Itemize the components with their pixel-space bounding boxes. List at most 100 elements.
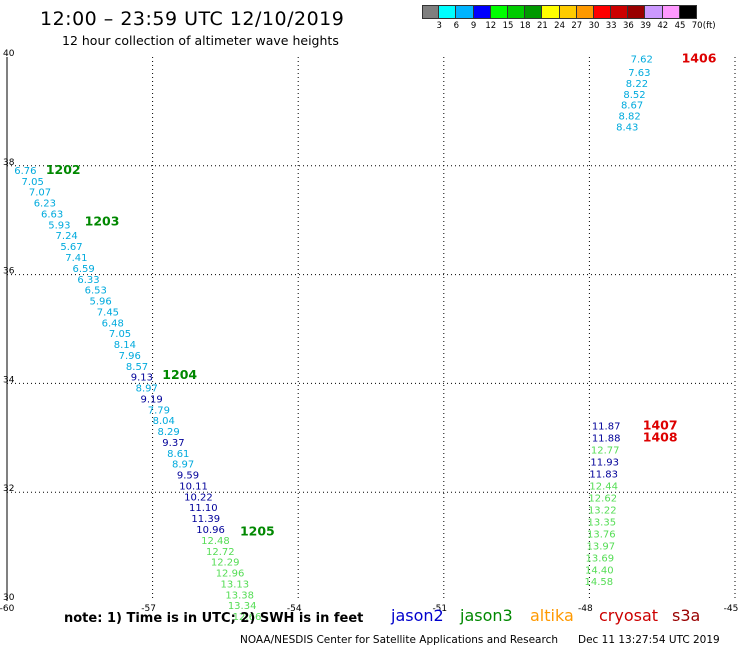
scale-swatch [628,5,646,19]
legend-s3a: s3a [672,606,701,625]
scale-swatch [662,5,680,19]
track-time-label: 1205 [240,524,275,539]
wave-height-value: 8.04 [153,416,175,427]
wave-height-value: 7.05 [22,177,44,188]
scale-label: 70 [691,21,703,31]
scale-label: 33 [605,21,617,31]
scale-swatch [559,5,577,19]
wave-height-value: 9.59 [177,471,199,482]
lat-tick-label: 40 [3,49,15,59]
wave-height-value: 5.93 [48,220,70,231]
wave-height-value: 11.87 [592,422,621,433]
lon-tick-label: -54 [287,604,302,614]
wave-height-value: 9.19 [140,394,162,405]
lat-tick-label: 36 [3,267,15,277]
wave-height-value: 12.96 [216,569,245,580]
wave-height-value: 9.37 [162,438,184,449]
wave-height-value: 6.59 [73,264,95,275]
scale-label: 12 [485,21,497,31]
wave-height-value: 7.79 [148,405,170,416]
wave-height-value: 7.63 [628,68,650,79]
track-time-label: 1203 [85,214,120,229]
wave-height-value: 11.39 [191,514,220,525]
scale-label: 15 [502,21,514,31]
wave-height-value: 8.67 [621,101,643,112]
wave-height-value: 8.97 [172,460,194,471]
legend-altika: altika [530,606,574,625]
lat-tick-label: 30 [3,593,15,603]
scale-swatch [645,5,663,19]
wave-height-value: 12.66 [233,612,262,623]
wave-height-value: 7.62 [631,54,653,65]
scale-label: 18 [519,21,531,31]
wave-height-value: 8.57 [126,362,148,373]
wave-height-value: 11.93 [590,458,619,469]
track-time-label: 1408 [643,430,678,445]
scale-label: (ft) [702,21,716,31]
wave-height-value: 10.22 [184,492,213,503]
lat-tick-label: 34 [3,375,15,385]
wave-height-value: 12.48 [201,536,230,547]
wave-height-value: 14.40 [585,565,614,576]
wave-height-value: 8.43 [616,122,638,133]
scale-label: 21 [536,21,548,31]
wave-height-value: 5.67 [60,242,82,253]
wave-height-value: 13.97 [586,541,615,552]
footer-note: note: 1) Time is in UTC; 2) SWH is in fe… [64,611,364,626]
wave-height-value: 13.35 [587,517,616,528]
track-time-label: 1407 [643,418,678,433]
scale-label: 6 [453,21,460,31]
wave-height-value: 6.48 [102,318,124,329]
credit-text: NOAA/NESDIS Center for Satellite Applica… [240,634,558,646]
wave-height-value: 7.41 [65,253,87,264]
wave-height-value: 6.23 [34,199,56,210]
wave-height-value: 8.97 [136,384,158,395]
wave-height-value: 11.10 [189,503,218,514]
wave-height-value: 8.29 [157,427,179,438]
page-subtitle: 12 hour collection of altimeter wave hei… [62,33,339,48]
wave-height-value: 6.53 [85,286,107,297]
wave-height-value: 13.22 [588,505,617,516]
wave-height-value: 11.83 [589,470,618,481]
wave-height-value: 7.24 [56,231,78,242]
wave-height-value: 12.72 [206,547,235,558]
scale-swatch [507,5,526,19]
wave-height-value: 6.76 [14,166,36,177]
wave-height-value: 14.58 [585,577,614,588]
wave-height-value: 5.96 [90,297,112,308]
scale-label: 42 [657,21,669,31]
wave-height-value: 13.13 [221,579,250,590]
wave-height-value: 7.05 [109,329,131,340]
scale-swatch [576,5,594,19]
credits: NOAA/NESDIS Center for Satellite Applica… [240,634,720,646]
scale-label: 30 [588,21,600,31]
wave-height-value: 8.82 [619,112,641,123]
scale-swatch [542,5,560,19]
wave-height-value: 8.52 [623,90,645,101]
legend-jason3: jason3 [460,606,513,625]
lon-tick-label: -45 [724,604,739,614]
wave-height-value: 8.61 [167,449,189,460]
scale-swatch [422,5,440,19]
scale-label: 45 [674,21,686,31]
wave-height-value: 12.77 [591,446,620,457]
scale-swatch [525,5,543,19]
wave-height-value: 12.62 [588,493,617,504]
wave-height-value: 13.38 [225,590,254,601]
scale-swatch [611,5,629,19]
wave-height-value: 12.29 [211,558,240,569]
track-time-label: 1406 [682,50,717,65]
timestamp: Dec 11 13:27:54 UTC 2019 [578,634,720,646]
lat-tick-label: 32 [3,484,14,494]
lat-tick-label: 38 [3,158,15,168]
scale-swatch [593,5,612,19]
scale-swatch [456,5,474,19]
lon-tick-label: -48 [578,604,593,614]
wave-height-value: 10.96 [196,525,225,536]
wave-height-value: 7.07 [29,188,51,199]
scale-swatch [490,5,508,19]
wave-height-value: 6.33 [77,275,99,286]
legend-jason2: jason2 [391,606,444,625]
legend-cryosat: cryosat [599,606,659,625]
